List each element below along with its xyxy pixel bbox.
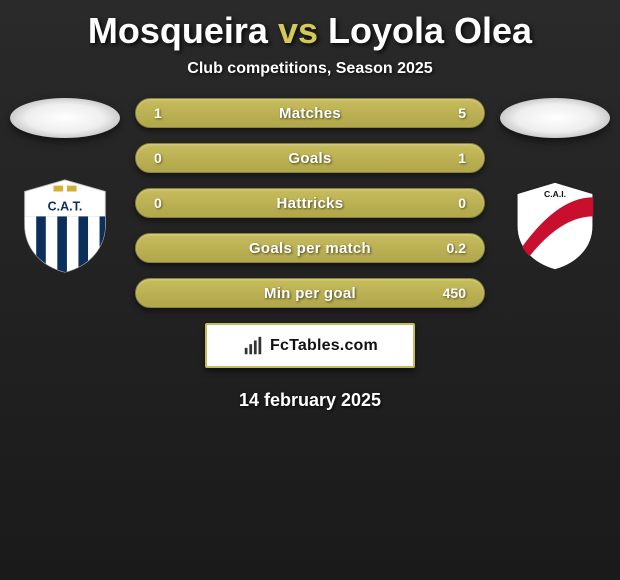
date-text: 14 february 2025 (0, 390, 620, 411)
stat-left-value: 0 (154, 195, 184, 211)
stat-label: Goals (288, 150, 331, 167)
svg-text:C.A.T.: C.A.T. (48, 200, 83, 214)
svg-text:C.A.I.: C.A.I. (544, 189, 566, 199)
subtitle: Club competitions, Season 2025 (0, 60, 620, 78)
stat-row: 1 Matches 5 (135, 98, 485, 128)
brand-text: FcTables.com (270, 337, 378, 355)
chart-icon (242, 335, 264, 357)
stat-left-value: 1 (154, 105, 184, 121)
title-player1: Mosqueira (88, 10, 268, 51)
stat-row: Min per goal 450 (135, 278, 485, 308)
stat-row: Goals per match 0.2 (135, 233, 485, 263)
stat-right-value: 1 (436, 150, 466, 166)
right-player-silhouette (500, 98, 610, 138)
right-player-column: C.A.I. (495, 98, 615, 274)
stat-label: Min per goal (264, 285, 356, 302)
stat-label: Hattricks (277, 195, 344, 212)
left-player-column: C.A.T. (5, 98, 125, 274)
stat-right-value: 0 (436, 195, 466, 211)
stat-right-value: 5 (436, 105, 466, 121)
stat-row: 0 Goals 1 (135, 143, 485, 173)
left-club-shield: C.A.T. (17, 178, 113, 274)
brand-badge: FcTables.com (205, 323, 415, 368)
stat-left-value: 0 (154, 150, 184, 166)
stats-column: 1 Matches 5 0 Goals 1 0 Hattricks 0 Goal… (135, 98, 485, 308)
stat-label: Matches (279, 105, 341, 122)
stat-label: Goals per match (249, 240, 371, 257)
stat-right-value: 450 (436, 285, 466, 301)
left-player-silhouette (10, 98, 120, 138)
right-club-shield: C.A.I. (507, 178, 603, 274)
stat-row: 0 Hattricks 0 (135, 188, 485, 218)
title-player2: Loyola Olea (328, 10, 532, 51)
stat-right-value: 0.2 (436, 240, 466, 256)
title-vs: vs (278, 10, 318, 51)
page-title: Mosqueira vs Loyola Olea (0, 10, 620, 52)
